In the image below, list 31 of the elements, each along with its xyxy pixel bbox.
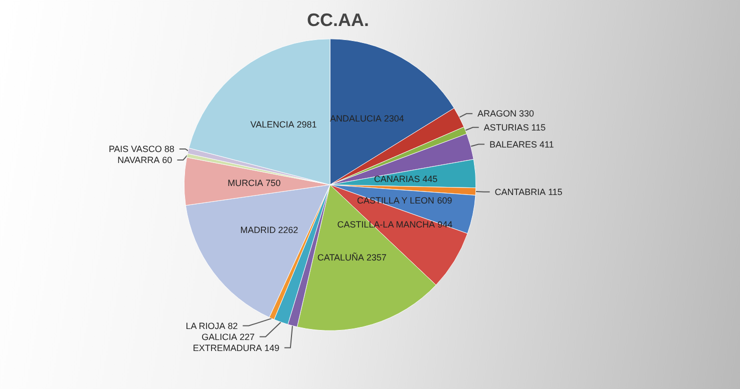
slice-label: GALICIA [202,332,238,342]
slice-label: CANARIAS [374,174,420,184]
slice-label: NAVARRA [117,154,160,165]
data-label: 445 [422,174,438,184]
data-label: 82 [228,320,238,331]
data-label: 115 [548,186,562,197]
data-label: 750 [266,178,281,188]
slice-label: VALENCIA [250,120,294,130]
chart-title: CC.AA. [307,10,369,30]
data-label: 227 [240,332,255,342]
slice-label: LA RIOJA [186,320,226,331]
data-label: 60 [162,154,172,165]
slice-label: ASTURIAS [484,122,529,132]
data-label: 2304 [384,113,404,124]
data-label: 609 [437,195,452,206]
slice-label: ARAGON [477,108,517,119]
slice-label: EXTREMADURA [192,342,262,353]
data-label: 411 [540,139,554,150]
data-label: 115 [531,122,546,132]
data-label: 330 [518,108,534,119]
data-label: 88 [164,144,174,154]
data-label: 149 [264,342,280,353]
slice-label: CATALUÑA [317,252,364,262]
data-label: 2262 [278,225,298,236]
data-label: 2357 [366,252,387,262]
slice-label: MADRID [240,225,276,236]
slice-label: MURCIA [228,178,264,188]
slice-label: PAIS VASCO [108,144,162,154]
slice-label: BALEARES [489,139,538,150]
slice-label: CANTABRIA [494,186,546,197]
data-label: 2981 [296,120,317,130]
